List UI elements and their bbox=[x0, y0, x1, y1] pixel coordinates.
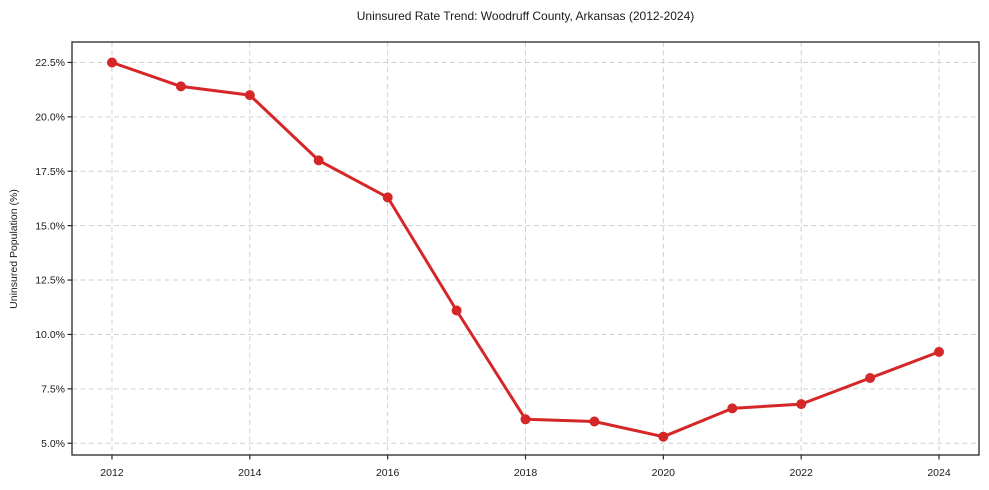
tick-label-layer: 5.0% 7.5% 10.0% 12.5% 15.0% 17.5% 20.0% 22.5% 20… bbox=[35, 57, 951, 479]
data-point bbox=[727, 403, 738, 414]
data-point bbox=[107, 57, 117, 68]
data-point bbox=[244, 90, 255, 101]
y-tick-label: 5.0% bbox=[41, 438, 65, 450]
grid-layer bbox=[72, 42, 979, 455]
chart-title: Uninsured Rate Trend: Woodruff County, A… bbox=[357, 9, 695, 23]
x-tick-label: 2012 bbox=[100, 467, 124, 479]
data-point bbox=[175, 81, 186, 92]
data-point bbox=[796, 399, 807, 410]
y-tick-label: 12.5% bbox=[35, 275, 65, 287]
y-tick-label: 20.0% bbox=[35, 111, 65, 123]
y-tick-label: 7.5% bbox=[41, 383, 65, 395]
data-point bbox=[520, 414, 531, 425]
y-tick-label: 22.5% bbox=[35, 57, 65, 69]
data-point bbox=[313, 155, 324, 166]
x-tick-label: 2024 bbox=[927, 467, 951, 479]
data-point bbox=[451, 305, 462, 316]
data-point bbox=[658, 431, 669, 442]
plot-border bbox=[71, 41, 980, 456]
data-series-layer bbox=[107, 57, 944, 442]
x-tick-label: 2022 bbox=[790, 467, 814, 479]
x-tick-label: 2018 bbox=[514, 467, 538, 479]
data-point bbox=[934, 346, 944, 357]
data-point bbox=[382, 192, 393, 203]
x-tick-label: 2016 bbox=[376, 467, 400, 479]
y-tick-label: 10.0% bbox=[35, 329, 65, 341]
y-tick-label: 17.5% bbox=[35, 166, 65, 178]
axis-tick-layer bbox=[67, 61, 940, 460]
data-point bbox=[865, 373, 876, 383]
x-tick-label: 2020 bbox=[652, 467, 676, 479]
x-tick-label: 2014 bbox=[238, 467, 262, 479]
data-point bbox=[589, 416, 600, 427]
y-tick-label: 15.0% bbox=[35, 220, 65, 232]
y-axis-label: Uninsured Population (%) bbox=[8, 189, 20, 309]
